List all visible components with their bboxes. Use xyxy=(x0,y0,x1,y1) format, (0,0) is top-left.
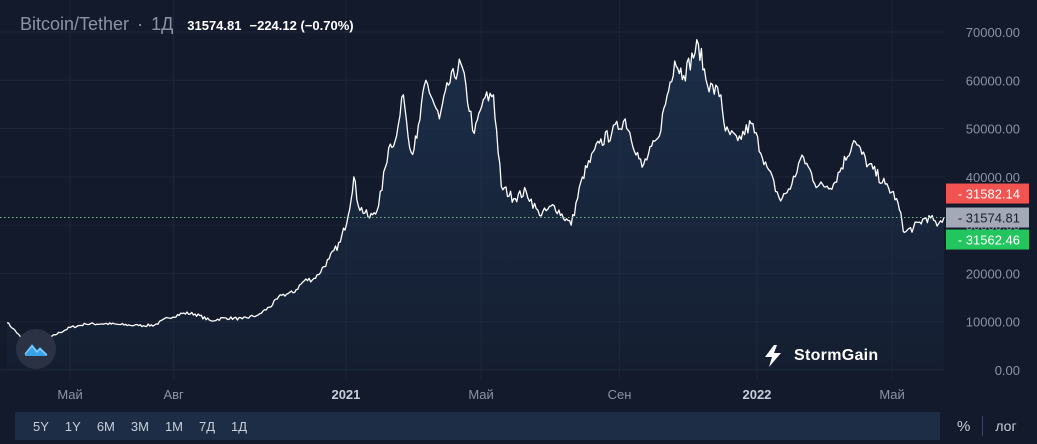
y-tick-label: 40000.00 xyxy=(966,170,1020,185)
percent-scale-button[interactable]: % xyxy=(957,417,971,435)
x-tick-label: Май xyxy=(468,387,493,402)
x-tick-label: Май xyxy=(57,387,82,402)
y-tick-label: 50000.00 xyxy=(966,122,1020,137)
header-last-price: 31574.81 xyxy=(187,18,242,33)
symbol-name[interactable]: Bitcoin/Tether xyxy=(20,14,130,34)
x-tick-label: 2021 xyxy=(331,387,360,402)
series-line xyxy=(6,39,945,341)
range-1d-button[interactable]: 1Д xyxy=(231,418,248,434)
scale-divider xyxy=(982,416,984,436)
range-6m-button[interactable]: 6M xyxy=(96,418,115,434)
price-tag-label: - 31582.14 xyxy=(958,187,1020,202)
x-tick-label: Сен xyxy=(608,387,632,402)
chart-header: Bitcoin/Tether · 1Д 31574.81 −224.12 (−0… xyxy=(20,14,354,42)
header-change: −224.12 (−0.70%) xyxy=(249,18,354,33)
header-separator: · xyxy=(137,14,144,34)
tradingview-logo-button[interactable] xyxy=(16,329,56,369)
price-line xyxy=(6,39,945,341)
interval-label[interactable]: 1Д xyxy=(151,14,174,34)
y-tick-label: 0.00 xyxy=(995,363,1020,378)
brand-name: StormGain xyxy=(794,347,879,364)
price-tags: - 31582.14 - 31574.81 - 31562.46 xyxy=(946,183,1029,250)
range-7d-button[interactable]: 7Д xyxy=(199,418,216,434)
y-tick-label: 10000.00 xyxy=(966,315,1020,330)
range-selector: 5Y 1Y 6M 3M 1M 7Д 1Д xyxy=(15,412,940,440)
x-axis: Май Авг 2021 Май Сен 2022 Май xyxy=(57,387,904,402)
price-tag-ask: - 31582.14 xyxy=(946,183,1029,204)
range-1y-button[interactable]: 1Y xyxy=(64,418,81,434)
price-area xyxy=(7,39,944,370)
range-3m-button[interactable]: 3M xyxy=(130,418,149,434)
bottom-toolbar: 5Y 1Y 6M 3M 1M 7Д 1Д % лог xyxy=(0,410,1037,444)
range-1m-button[interactable]: 1M xyxy=(164,418,183,434)
y-tick-label: 70000.00 xyxy=(966,25,1020,40)
price-chart[interactable]: 0.0010000.0020000.0030000.0040000.005000… xyxy=(0,0,1037,410)
brand-watermark: StormGain xyxy=(762,344,879,368)
y-tick-label: 60000.00 xyxy=(966,73,1020,88)
price-tag-label: - 31562.46 xyxy=(958,233,1020,248)
price-tag-label: - 31574.81 xyxy=(958,211,1020,226)
log-scale-button[interactable]: лог xyxy=(995,418,1017,434)
range-5y-button[interactable]: 5Y xyxy=(33,418,49,434)
x-tick-label: 2022 xyxy=(742,387,771,402)
area-fill xyxy=(7,39,944,370)
price-tag-last: - 31574.81 xyxy=(946,207,1029,228)
x-tick-label: Авг xyxy=(163,387,184,402)
scale-toggles: % лог xyxy=(945,412,1037,440)
y-tick-label: 20000.00 xyxy=(966,266,1020,281)
stormgain-bolt-icon xyxy=(765,345,781,367)
tradingview-mountain-icon xyxy=(24,344,48,356)
price-tag-bid: - 31562.46 xyxy=(946,229,1029,250)
x-tick-label: Май xyxy=(879,387,904,402)
chart-area[interactable]: 0.0010000.0020000.0030000.0040000.005000… xyxy=(0,0,1037,410)
